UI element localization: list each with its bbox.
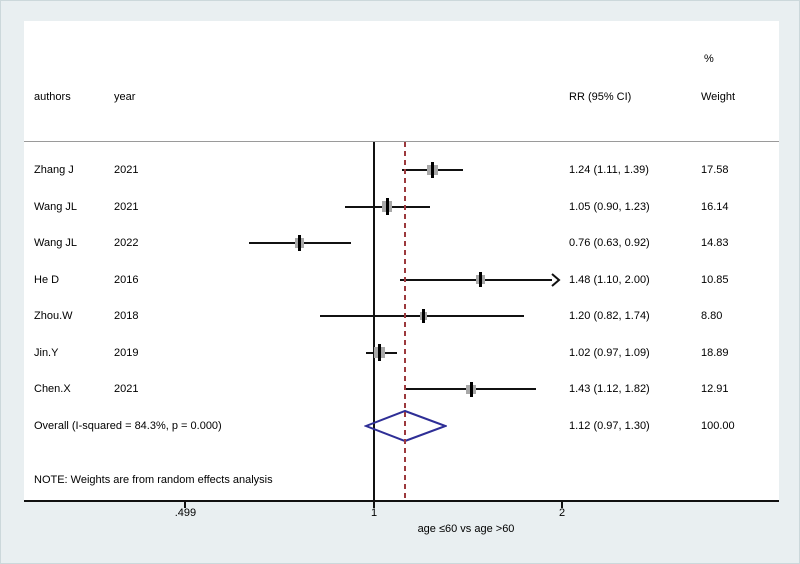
study-author: Wang JL (34, 237, 78, 250)
study-rr-ci: 1.20 (0.82, 1.74) (569, 310, 650, 323)
overall-label: Overall (I-squared = 84.3%, p = 0.000) (34, 420, 222, 432)
study-author: Chen.X (34, 383, 71, 396)
study-rr-ci: 0.76 (0.63, 0.92) (569, 237, 650, 250)
study-year: 2018 (114, 310, 139, 323)
point-estimate-marker (385, 198, 389, 215)
study-author: He D (34, 273, 60, 286)
header-year: year (114, 91, 136, 103)
study-rr-ci: 1.24 (1.11, 1.39) (569, 164, 649, 176)
plot-area (24, 21, 779, 501)
study-rr-ci: 1.43 (1.12, 1.82) (569, 383, 650, 396)
study-year: 2016 (114, 273, 139, 286)
study-weight: 10.85 (701, 273, 729, 286)
x-tick-mark (184, 502, 187, 508)
header-weight: Weight (701, 91, 736, 103)
study-weight: 17.58 (701, 164, 729, 176)
header-rr: RR (95% CI) (569, 91, 632, 103)
header-authors: authors (34, 91, 71, 103)
study-year: 2019 (114, 346, 139, 359)
ci-clip-arrow-icon (551, 272, 561, 287)
study-weight: 12.91 (701, 383, 729, 396)
study-rr-ci: 1.02 (0.97, 1.09) (569, 346, 650, 359)
study-year: 2021 (114, 200, 139, 213)
study-author: Zhang J (34, 164, 74, 176)
point-estimate-marker (298, 235, 302, 251)
x-tick-label: .499 (174, 507, 197, 519)
x-axis-line (24, 500, 779, 502)
study-weight: 8.80 (701, 310, 723, 323)
overall-weight: 100.00 (701, 420, 735, 432)
x-tick-mark (561, 502, 563, 508)
overall-reference-line (403, 142, 406, 501)
study-year: 2021 (114, 164, 139, 176)
header-separator-line (24, 141, 779, 142)
x-tick-mark (373, 502, 375, 508)
x-tick-label: 2 (558, 507, 566, 519)
study-author: Zhou.W (34, 310, 73, 323)
study-author: Wang JL (34, 200, 78, 213)
study-weight: 16.14 (701, 200, 729, 213)
ci-line (399, 278, 552, 281)
point-estimate-marker (478, 272, 482, 287)
point-estimate-marker (421, 309, 425, 323)
header-percent: % (704, 53, 714, 65)
study-year: 2022 (114, 237, 139, 250)
study-year: 2021 (114, 383, 139, 396)
note-text: NOTE: Weights are from random effects an… (34, 474, 273, 486)
null-line (373, 142, 375, 501)
study-rr-ci: 1.48 (1.10, 2.00) (569, 273, 650, 286)
point-estimate-marker (469, 381, 473, 397)
x-axis-title: age ≤60 vs age >60 (417, 523, 515, 535)
x-tick-label: 1 (370, 507, 378, 519)
study-author: Jin.Y (34, 346, 59, 359)
study-rr-ci: 1.05 (0.90, 1.23) (569, 200, 650, 213)
point-estimate-marker (377, 344, 381, 362)
overall-diamond (363, 409, 448, 443)
study-weight: 14.83 (701, 237, 729, 250)
study-weight: 18.89 (701, 346, 729, 359)
point-estimate-marker (430, 161, 434, 179)
overall-rr-ci: 1.12 (0.97, 1.30) (569, 420, 650, 432)
